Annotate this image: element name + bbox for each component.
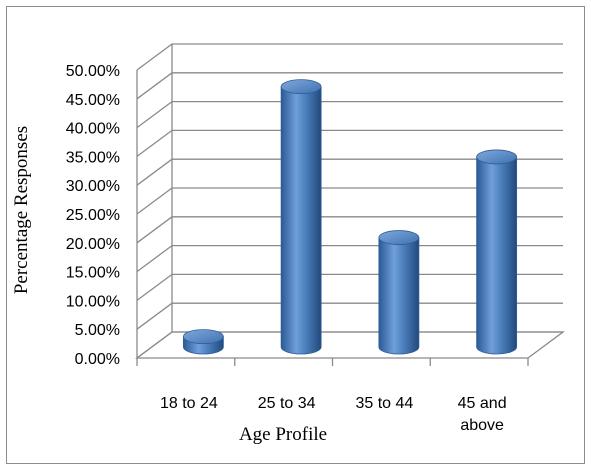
y-tick-label: 50.00% (66, 63, 120, 80)
gridline (136, 43, 563, 71)
x-axis-title: Age Profile (239, 424, 327, 445)
x-tick-label: 18 to 24 (160, 395, 218, 412)
y-tick-label: 25.00% (66, 207, 120, 224)
gridline (136, 100, 563, 129)
bar (280, 79, 322, 355)
bar (476, 149, 518, 355)
y-tick-label: 15.00% (66, 265, 120, 282)
bar-body (280, 86, 322, 355)
y-tick-label: 30.00% (66, 178, 120, 195)
x-tick-label: 25 to 34 (258, 395, 316, 412)
y-tick-label: 5.00% (75, 322, 120, 339)
y-axis-title: Percentage Responses (11, 126, 32, 294)
x-tick-label: 45 and above (458, 395, 507, 434)
bars (182, 79, 518, 355)
bar (378, 230, 420, 355)
bar-top (182, 329, 224, 345)
y-tick-label: 35.00% (66, 149, 120, 166)
gridline (136, 72, 563, 100)
y-tick-label: 10.00% (66, 293, 120, 310)
bar-body (378, 237, 420, 355)
y-tick-label: 0.00% (75, 351, 120, 368)
y-tick-label: 45.00% (66, 92, 120, 109)
bar-body (476, 156, 518, 355)
y-tick-label: 40.00% (66, 121, 120, 138)
y-tick-label: 20.00% (66, 236, 120, 253)
gridlines (135, 43, 565, 366)
bar (182, 329, 224, 355)
bar-top (378, 230, 420, 245)
x-tick-label: 35 to 44 (355, 395, 413, 412)
labels: 0.00% 5.00% 10.00% 15.00% 20.00% 25.00% 30.00%… (66, 63, 507, 434)
bar-top (280, 79, 322, 95)
bar-top (476, 149, 518, 165)
floor (135, 331, 565, 359)
